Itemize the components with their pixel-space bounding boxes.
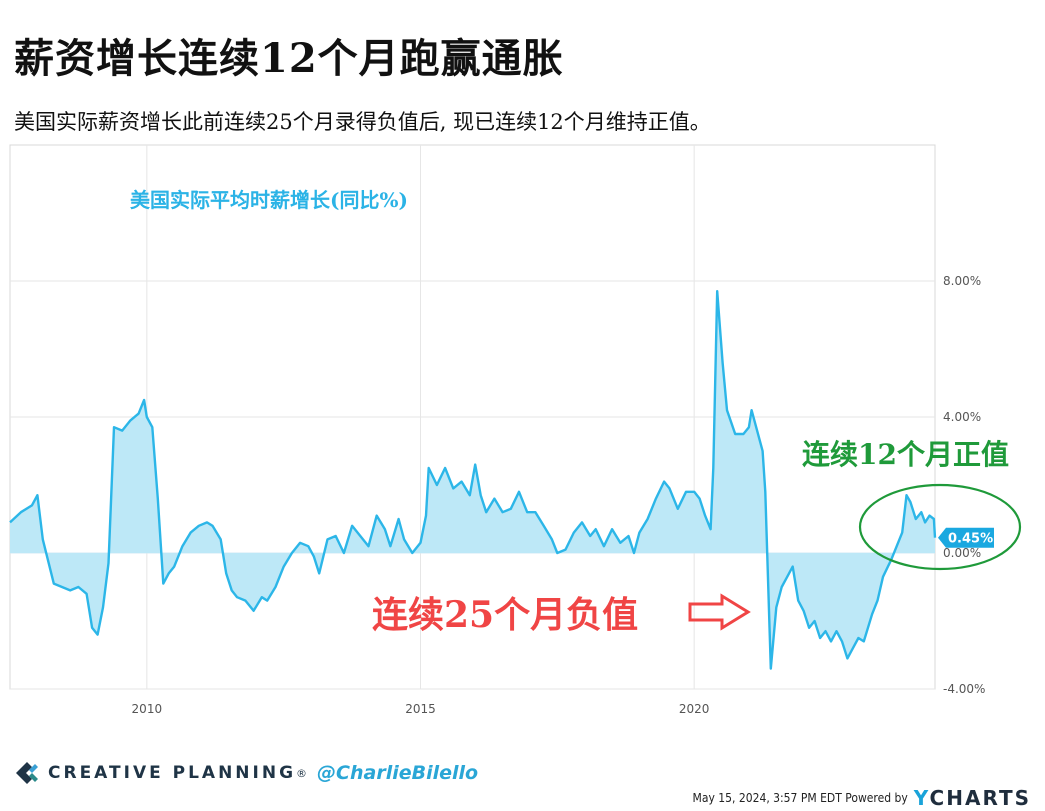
ycharts-text: CHARTS — [929, 786, 1031, 810]
twitter-handle[interactable]: @CharlieBilello — [317, 762, 479, 784]
y-tick-label: 8.00% — [943, 274, 981, 288]
timestamp: May 15, 2024, 3:57 PM EDT Powered by — [692, 791, 908, 805]
current-value-flag — [938, 527, 994, 548]
positive-streak-annotation: 连续12个月正值 — [802, 438, 1009, 471]
creative-planning-logo-icon — [16, 762, 38, 784]
current-value-label: 0.45% — [948, 532, 993, 547]
y-tick-label: -4.00% — [943, 682, 985, 696]
wage-growth-chart: 8.00% 4.00% 0.00% -4.00% 2010 2015 2020 美国实际平均… — [9, 144, 1022, 716]
x-tick-label: 2020 — [679, 702, 710, 716]
footer-attribution: May 15, 2024, 3:57 PM EDT Powered by YCH… — [693, 786, 1031, 810]
page-subtitle: 美国实际薪资增长此前连续25个月录得负值后, 现已连续12个月维持正值。 — [14, 110, 711, 134]
axis-layer: 8.00% 4.00% 0.00% -4.00% 2010 2015 2020 — [132, 274, 986, 716]
negative-streak-annotation: 连续25个月负值 — [372, 594, 638, 636]
area-layer — [10, 291, 935, 669]
footer-brand: CREATIVE PLANNING ® @CharlieBilello — [14, 760, 478, 786]
brand-name: CREATIVE PLANNING — [48, 763, 297, 783]
ycharts-y: Y — [913, 786, 930, 810]
page-title: 薪资增长连续12个月跑赢通胀 — [14, 35, 564, 82]
series-line — [9, 290, 937, 670]
positive-streak-ellipse — [858, 483, 1022, 571]
x-tick-label: 2015 — [405, 702, 436, 716]
y-tick-label: 0.00% — [943, 546, 981, 560]
line-layer — [9, 290, 937, 670]
x-tick-label: 2010 — [132, 702, 163, 716]
ycharts-logo[interactable]: YCHARTS — [914, 786, 1031, 810]
series-area — [10, 291, 935, 669]
y-tick-label: 4.00% — [943, 410, 981, 424]
series-label: 美国实际平均时薪增长(同比%) — [130, 188, 408, 212]
registered-mark: ® — [296, 766, 308, 780]
right-arrow-icon — [688, 593, 751, 631]
